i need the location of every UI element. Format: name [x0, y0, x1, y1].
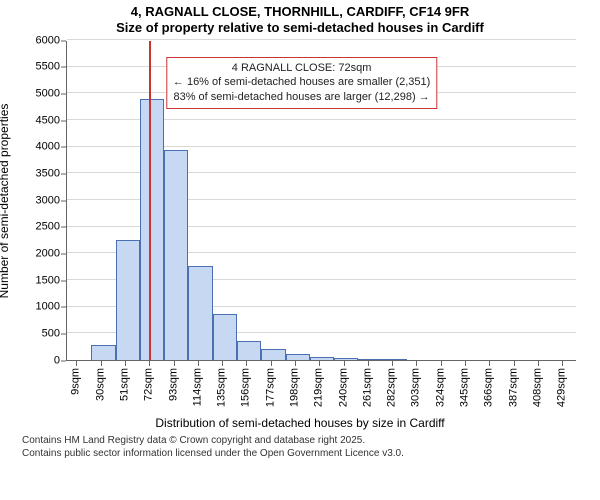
y-tick-label: 5000: [20, 88, 60, 99]
histogram-bar: [213, 314, 237, 359]
x-tick-label: 366sqm: [484, 368, 495, 407]
x-tick-label: 261sqm: [362, 368, 373, 407]
x-tick-mark: [295, 361, 296, 366]
histogram-bar: [237, 341, 261, 360]
x-tick-mark: [125, 361, 126, 366]
x-tick-mark: [246, 361, 247, 366]
histogram-bar: [188, 266, 212, 359]
x-tick-mark: [344, 361, 345, 366]
y-axis: 0500100015002000250030003500400045005000…: [22, 41, 66, 361]
x-tick-label: 30sqm: [95, 368, 106, 401]
x-tick-label: 240sqm: [338, 368, 349, 407]
x-tick-label: 114sqm: [192, 368, 203, 406]
y-tick-label: 2500: [20, 222, 60, 233]
x-tick-mark: [319, 361, 320, 366]
x-tick-label: 9sqm: [71, 368, 82, 395]
x-tick-mark: [149, 361, 150, 366]
chart-area: Number of semi-detached properties 05001…: [22, 41, 582, 361]
grid-line: [67, 39, 576, 40]
x-tick-label: 303sqm: [411, 368, 422, 407]
x-tick-label: 51sqm: [119, 368, 130, 401]
x-tick-label: 324sqm: [435, 368, 446, 407]
attribution: Contains HM Land Registry data © Crown c…: [22, 434, 582, 460]
chart-title: 4, RAGNALL CLOSE, THORNHILL, CARDIFF, CF…: [0, 4, 600, 20]
x-tick-label: 198sqm: [289, 368, 300, 407]
histogram-bar: [358, 359, 382, 360]
chart-subtitle: Size of property relative to semi-detach…: [0, 20, 600, 36]
y-axis-label: Number of semi-detached properties: [0, 103, 11, 298]
x-tick-label: 282sqm: [387, 368, 398, 407]
y-tick-label: 2000: [20, 248, 60, 259]
x-tick-label: 387sqm: [508, 368, 519, 407]
x-tick-mark: [489, 361, 490, 366]
y-tick-label: 500: [20, 328, 60, 339]
y-tick-label: 0: [20, 355, 60, 366]
x-tick-label: 219sqm: [314, 368, 325, 407]
x-tick-label: 135sqm: [217, 368, 228, 407]
histogram-bar: [91, 345, 115, 359]
x-tick-label: 429sqm: [557, 368, 568, 407]
y-tick-label: 1000: [20, 302, 60, 313]
x-tick-mark: [441, 361, 442, 366]
x-tick-mark: [514, 361, 515, 366]
histogram-bar: [116, 240, 140, 360]
x-axis: 9sqm 30sqm 51sqm 72sqm 93sqm 114sqm 135sqm 156s…: [66, 361, 576, 421]
x-tick-mark: [198, 361, 199, 366]
x-tick-mark: [101, 361, 102, 366]
y-tick-label: 4500: [20, 115, 60, 126]
annotation-line: 4 RAGNALL CLOSE: 72sqm: [173, 61, 430, 76]
y-tick-label: 5500: [20, 62, 60, 73]
x-tick-label: 408sqm: [532, 368, 543, 407]
plot-area: 4 RAGNALL CLOSE: 72sqm← 16% of semi-deta…: [66, 41, 576, 361]
attribution-line: Contains public sector information licen…: [22, 447, 582, 460]
y-tick-label: 3000: [20, 195, 60, 206]
x-tick-mark: [538, 361, 539, 366]
annotation-line: 83% of semi-detached houses are larger (…: [173, 90, 430, 105]
x-tick-mark: [271, 361, 272, 366]
chart-titles: 4, RAGNALL CLOSE, THORNHILL, CARDIFF, CF…: [0, 0, 600, 37]
x-tick-mark: [416, 361, 417, 366]
y-tick-label: 6000: [20, 35, 60, 46]
histogram-bar: [310, 357, 334, 360]
histogram-bar: [286, 354, 310, 359]
histogram-bar: [334, 358, 358, 360]
x-tick-mark: [368, 361, 369, 366]
attribution-line: Contains HM Land Registry data © Crown c…: [22, 434, 582, 447]
x-tick-label: 72sqm: [144, 368, 155, 401]
x-tick-mark: [174, 361, 175, 366]
histogram-bar: [140, 99, 164, 359]
x-tick-label: 177sqm: [265, 368, 276, 407]
histogram-bar: [261, 349, 285, 360]
x-tick-label: 93sqm: [168, 368, 179, 401]
annotation-line: ← 16% of semi-detached houses are smalle…: [173, 75, 430, 90]
annotation-box: 4 RAGNALL CLOSE: 72sqm← 16% of semi-deta…: [166, 57, 437, 110]
y-tick-label: 3500: [20, 168, 60, 179]
x-tick-mark: [562, 361, 563, 366]
histogram-bar: [383, 359, 407, 360]
histogram-bar: [164, 150, 188, 360]
x-tick-mark: [465, 361, 466, 366]
property-marker-line: [149, 41, 151, 360]
x-tick-label: 345sqm: [459, 368, 470, 407]
x-tick-mark: [76, 361, 77, 366]
y-tick-label: 4000: [20, 142, 60, 153]
x-tick-label: 156sqm: [241, 368, 252, 407]
x-tick-mark: [222, 361, 223, 366]
x-tick-mark: [392, 361, 393, 366]
y-tick-label: 1500: [20, 275, 60, 286]
